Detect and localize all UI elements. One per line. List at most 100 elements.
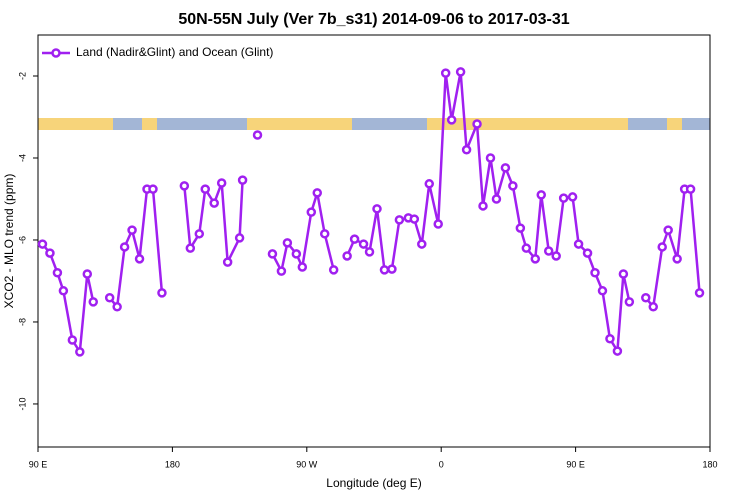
ocean-band xyxy=(113,118,142,130)
data-point xyxy=(200,184,211,194)
data-point xyxy=(663,225,673,235)
data-point xyxy=(119,242,130,252)
data-point xyxy=(536,190,547,200)
y-axis-label: XCO2 - MLO trend (ppm) xyxy=(2,174,16,309)
data-point xyxy=(104,293,115,303)
data-point xyxy=(478,201,488,211)
data-point xyxy=(209,198,219,208)
x-tick-label: 90 E xyxy=(566,459,585,469)
data-point xyxy=(417,239,427,249)
data-point xyxy=(508,181,518,191)
ocean-band xyxy=(628,118,667,130)
data-point xyxy=(500,163,511,173)
data-point xyxy=(306,207,317,217)
data-point xyxy=(485,153,496,163)
data-point xyxy=(276,266,287,276)
data-point xyxy=(82,269,93,279)
data-point xyxy=(349,234,360,244)
data-point xyxy=(472,119,482,129)
data-point xyxy=(612,346,623,356)
data-point xyxy=(372,204,382,214)
data-point xyxy=(358,239,369,249)
data-point xyxy=(216,178,227,188)
data-point xyxy=(551,251,561,261)
data-point xyxy=(573,239,584,249)
x-tick-label: 0 xyxy=(439,459,444,469)
data-point xyxy=(291,249,302,259)
data-point xyxy=(282,238,293,248)
y-tick-label: -4 xyxy=(17,154,27,162)
data-point xyxy=(379,265,390,275)
data-point xyxy=(342,251,352,261)
data-point xyxy=(648,302,659,312)
ocean-band xyxy=(352,118,427,130)
data-point xyxy=(222,257,233,267)
data-point xyxy=(194,229,205,239)
series-line xyxy=(41,71,701,356)
data-point xyxy=(52,268,63,278)
data-point xyxy=(157,288,167,298)
data-point xyxy=(567,192,578,202)
data-point xyxy=(597,286,608,296)
data-point xyxy=(672,254,682,264)
data-point xyxy=(440,68,451,78)
data-point xyxy=(521,243,532,253)
data-point xyxy=(433,219,443,229)
data-point xyxy=(237,175,248,185)
data-point xyxy=(624,297,635,307)
ocean-band xyxy=(682,118,710,130)
data-point xyxy=(455,67,466,77)
data-point xyxy=(424,179,435,189)
data-point xyxy=(530,254,541,264)
data-point xyxy=(657,242,667,252)
y-tick-label: -10 xyxy=(17,397,27,410)
data-point xyxy=(58,286,69,296)
data-point xyxy=(605,334,615,344)
data-point xyxy=(582,248,593,258)
plot-frame xyxy=(37,34,711,448)
data-point xyxy=(387,264,397,274)
data-point xyxy=(112,302,122,312)
data-point xyxy=(618,269,629,279)
data-point xyxy=(364,247,375,257)
data-point xyxy=(185,243,196,253)
data-point xyxy=(543,246,554,256)
y-tick-label: -2 xyxy=(17,72,27,80)
x-axis-label: Longitude (deg E) xyxy=(326,476,421,490)
data-point xyxy=(491,194,502,204)
data-point xyxy=(252,130,263,140)
y-tick-label: -8 xyxy=(17,318,27,326)
data-point xyxy=(234,233,245,243)
data-point xyxy=(515,223,526,233)
data-point xyxy=(328,265,339,275)
data-point xyxy=(446,115,457,125)
data-point xyxy=(134,254,145,264)
data-point xyxy=(148,184,158,194)
data-point xyxy=(267,249,278,259)
legend-marker xyxy=(51,48,61,58)
data-point xyxy=(88,297,99,307)
data-point xyxy=(127,225,137,235)
data-point xyxy=(590,268,600,278)
data-point xyxy=(312,188,323,198)
x-tick-label: 90 W xyxy=(296,459,318,469)
legend-label: Land (Nadir&Glint) and Ocean (Glint) xyxy=(76,45,273,59)
data-point xyxy=(685,184,696,194)
data-point xyxy=(641,293,651,303)
data-point xyxy=(45,248,55,258)
y-tick-label: -6 xyxy=(17,236,27,244)
surface-band xyxy=(38,118,710,130)
data-point xyxy=(558,193,569,203)
data-point xyxy=(694,288,705,298)
ocean-band xyxy=(157,118,247,130)
x-tick-label: 180 xyxy=(165,459,180,469)
data-point xyxy=(394,215,405,225)
data-point xyxy=(75,347,85,357)
x-tick-label: 90 E xyxy=(29,459,48,469)
data-point xyxy=(297,262,308,272)
data-point xyxy=(67,335,78,345)
data-point xyxy=(37,239,48,249)
data-point xyxy=(319,229,330,239)
x-tick-label: 180 xyxy=(702,459,717,469)
